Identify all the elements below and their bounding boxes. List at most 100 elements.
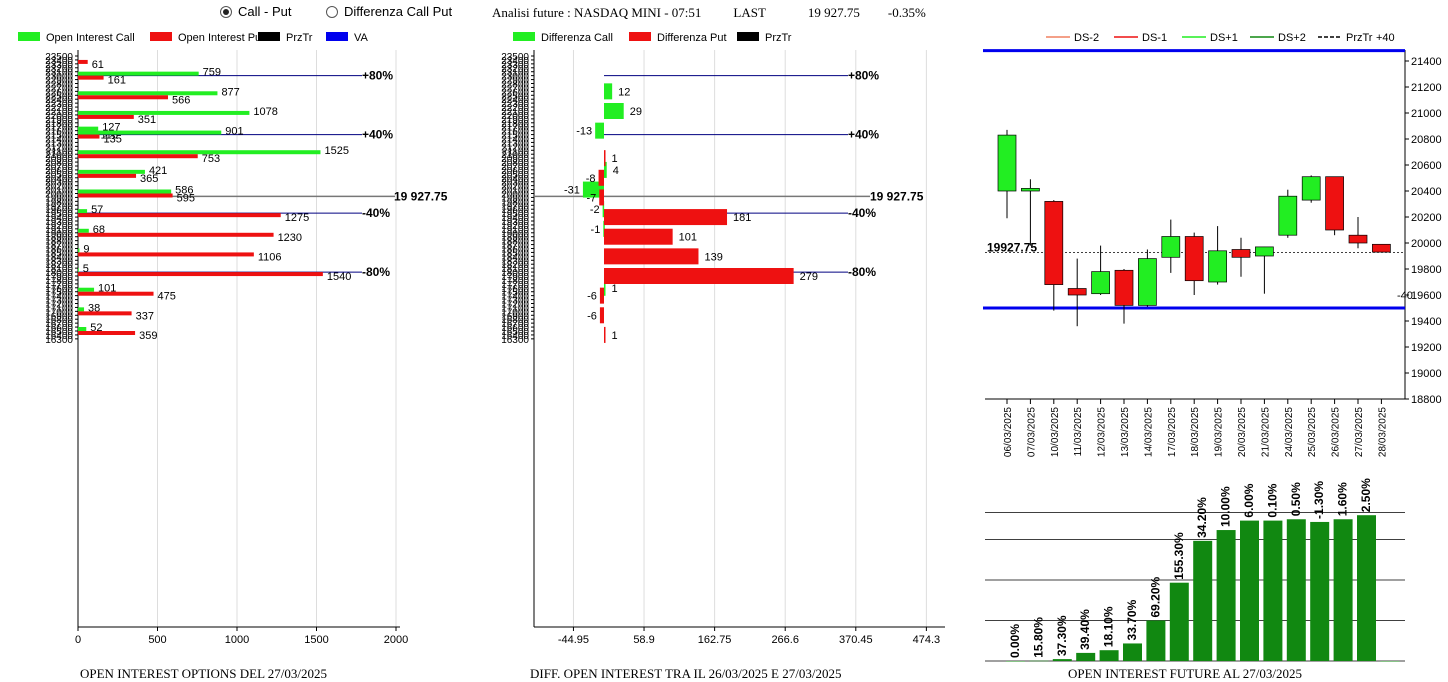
- p2-ytick-label: 21500: [501, 131, 529, 142]
- p1-ytick-label: 16500: [45, 327, 73, 338]
- p3-candle-body: [1231, 249, 1251, 258]
- p3-date-label: 24/03/2025: [1284, 407, 1295, 457]
- p1-ytick-label: 18200: [45, 260, 73, 271]
- p1-call-value: 1078: [253, 106, 277, 118]
- p3-ytick-label: 18800: [1411, 394, 1442, 406]
- p1-ytick-label: 16800: [45, 315, 73, 326]
- p2-ytick-label: 18500: [501, 248, 529, 259]
- p1-call-bar: [78, 326, 87, 331]
- p3-ytick-label: 20800: [1411, 134, 1442, 146]
- legend-swatch-2: [737, 32, 759, 41]
- p1-ytick-label: 16600: [45, 323, 73, 334]
- p2-call-value: -31: [564, 185, 580, 197]
- legend-label-3: VA: [354, 32, 369, 44]
- p2-price-label: 19 927.75: [870, 189, 924, 203]
- p1-put-bar: [78, 311, 132, 316]
- analysis-title: Analisi future : NASDAQ MINI - 07:51 LAS…: [492, 5, 926, 21]
- p1-put-value: 1106: [258, 251, 282, 263]
- p1-xtick-label: 0: [75, 634, 81, 646]
- p3-date-label: 27/03/2025: [1354, 407, 1365, 457]
- p2-put-bar: [599, 189, 604, 206]
- p1-put-bar: [78, 330, 136, 335]
- p1-call-bar: [78, 209, 88, 214]
- change-value: -0.35%: [887, 5, 926, 20]
- p1-ytick-label: 19700: [45, 201, 73, 212]
- p2-level-label: -80%: [848, 265, 876, 279]
- p2-ytick-label: 20200: [501, 182, 529, 193]
- legend-swatch-0: [18, 32, 40, 41]
- p3-legend-label-0: DS-2: [1074, 32, 1099, 44]
- p3-candle-body: [1372, 243, 1391, 253]
- p1-put-value: 359: [139, 330, 157, 342]
- p3-date-label: 06/03/2025: [1003, 407, 1014, 457]
- p2-xtick-label: 266.6: [771, 634, 799, 646]
- radio-call-put[interactable]: Call - Put: [220, 4, 291, 19]
- p1-ytick-label: 19400: [45, 213, 73, 224]
- p2-put-value: 139: [704, 251, 722, 263]
- p2-call-value: 29: [630, 106, 642, 118]
- p1-put-bar: [78, 252, 254, 257]
- p3-ytick-label: 20400: [1411, 186, 1442, 198]
- p2-ytick-label: 21800: [501, 119, 529, 130]
- p2-ytick-label: 18600: [501, 244, 529, 255]
- p2-ytick-label: 19800: [501, 197, 529, 208]
- radio-differenza[interactable]: Differenza Call Put: [326, 4, 452, 19]
- p1-ytick-label: 21200: [45, 142, 73, 153]
- p2-level-label: +40%: [848, 128, 879, 142]
- p1-put-value: 566: [172, 94, 190, 106]
- p1-ytick-label: 23300: [45, 60, 73, 71]
- p1-ytick-label: 23400: [45, 56, 73, 67]
- p1-ytick-label: 20100: [45, 186, 73, 197]
- p1-ytick-label: 19100: [45, 225, 73, 236]
- p1-ytick-label: 22200: [45, 103, 73, 114]
- p1-ytick-label: 23500: [45, 52, 73, 63]
- p4-bar: [1052, 659, 1072, 661]
- legend-swatch-2: [258, 32, 280, 41]
- p1-ytick-label: 21400: [45, 134, 73, 145]
- p1-xtick-label: 2000: [384, 634, 408, 646]
- p2-call-value: 12: [618, 86, 630, 98]
- p4-bar: [1240, 520, 1259, 661]
- p3-candle-body: [1044, 201, 1064, 285]
- p2-put-bar: [599, 307, 604, 324]
- p1-xtick-label: 1000: [225, 634, 249, 646]
- p2-ytick-label: 22600: [501, 87, 529, 98]
- p1-call-value: 586: [175, 184, 193, 196]
- p2-ytick-label: 17400: [501, 292, 529, 303]
- p4-bar: [1310, 521, 1330, 661]
- radio-call-put-indicator[interactable]: [220, 5, 232, 18]
- p2-ytick-label: 20000: [501, 189, 529, 200]
- p1-put-bar: [78, 95, 168, 100]
- p1-put-value: 365: [140, 173, 158, 185]
- p2-ytick-label: 23200: [501, 64, 529, 75]
- p1-ytick-label: 19800: [45, 197, 73, 208]
- p3-date-label: 17/03/2025: [1167, 407, 1178, 457]
- p1-ytick-label: 19900: [45, 193, 73, 204]
- p1-ytick-label: 23000: [45, 72, 73, 83]
- p2-ytick-label: 17000: [501, 307, 529, 318]
- p2-ytick-label: 19700: [501, 201, 529, 212]
- p3-candle-body: [1114, 269, 1134, 306]
- last-value: 19 927.75: [807, 5, 860, 20]
- p2-ytick-label: 16700: [501, 319, 529, 330]
- p2-xtick-label: -44.95: [558, 634, 589, 646]
- radio-differenza-indicator[interactable]: [326, 5, 338, 18]
- p2-ytick-label: 20100: [501, 186, 529, 197]
- p2-call-value: 1: [612, 283, 618, 295]
- p1-ytick-label: 16700: [45, 319, 73, 330]
- p2-ytick-label: 16600: [501, 323, 529, 334]
- p3-candle-body: [1184, 236, 1204, 282]
- p2-call-bar: [602, 201, 605, 218]
- p1-ytick-label: 22400: [45, 95, 73, 106]
- p2-ytick-label: 20300: [501, 178, 529, 189]
- p4-bar-label: 34.20%: [1195, 497, 1209, 538]
- p1-ytick-label: 20000: [45, 189, 73, 200]
- p3-candle-body: [1208, 250, 1227, 283]
- p1-ytick-label: 20700: [45, 162, 73, 173]
- p1-call-value: 901: [225, 126, 243, 138]
- p1-ytick-label: 21000: [45, 150, 73, 161]
- p1-ytick-label: 17600: [45, 284, 73, 295]
- p1-ytick-label: 22100: [45, 107, 73, 118]
- p2-call-value: -1: [591, 224, 601, 236]
